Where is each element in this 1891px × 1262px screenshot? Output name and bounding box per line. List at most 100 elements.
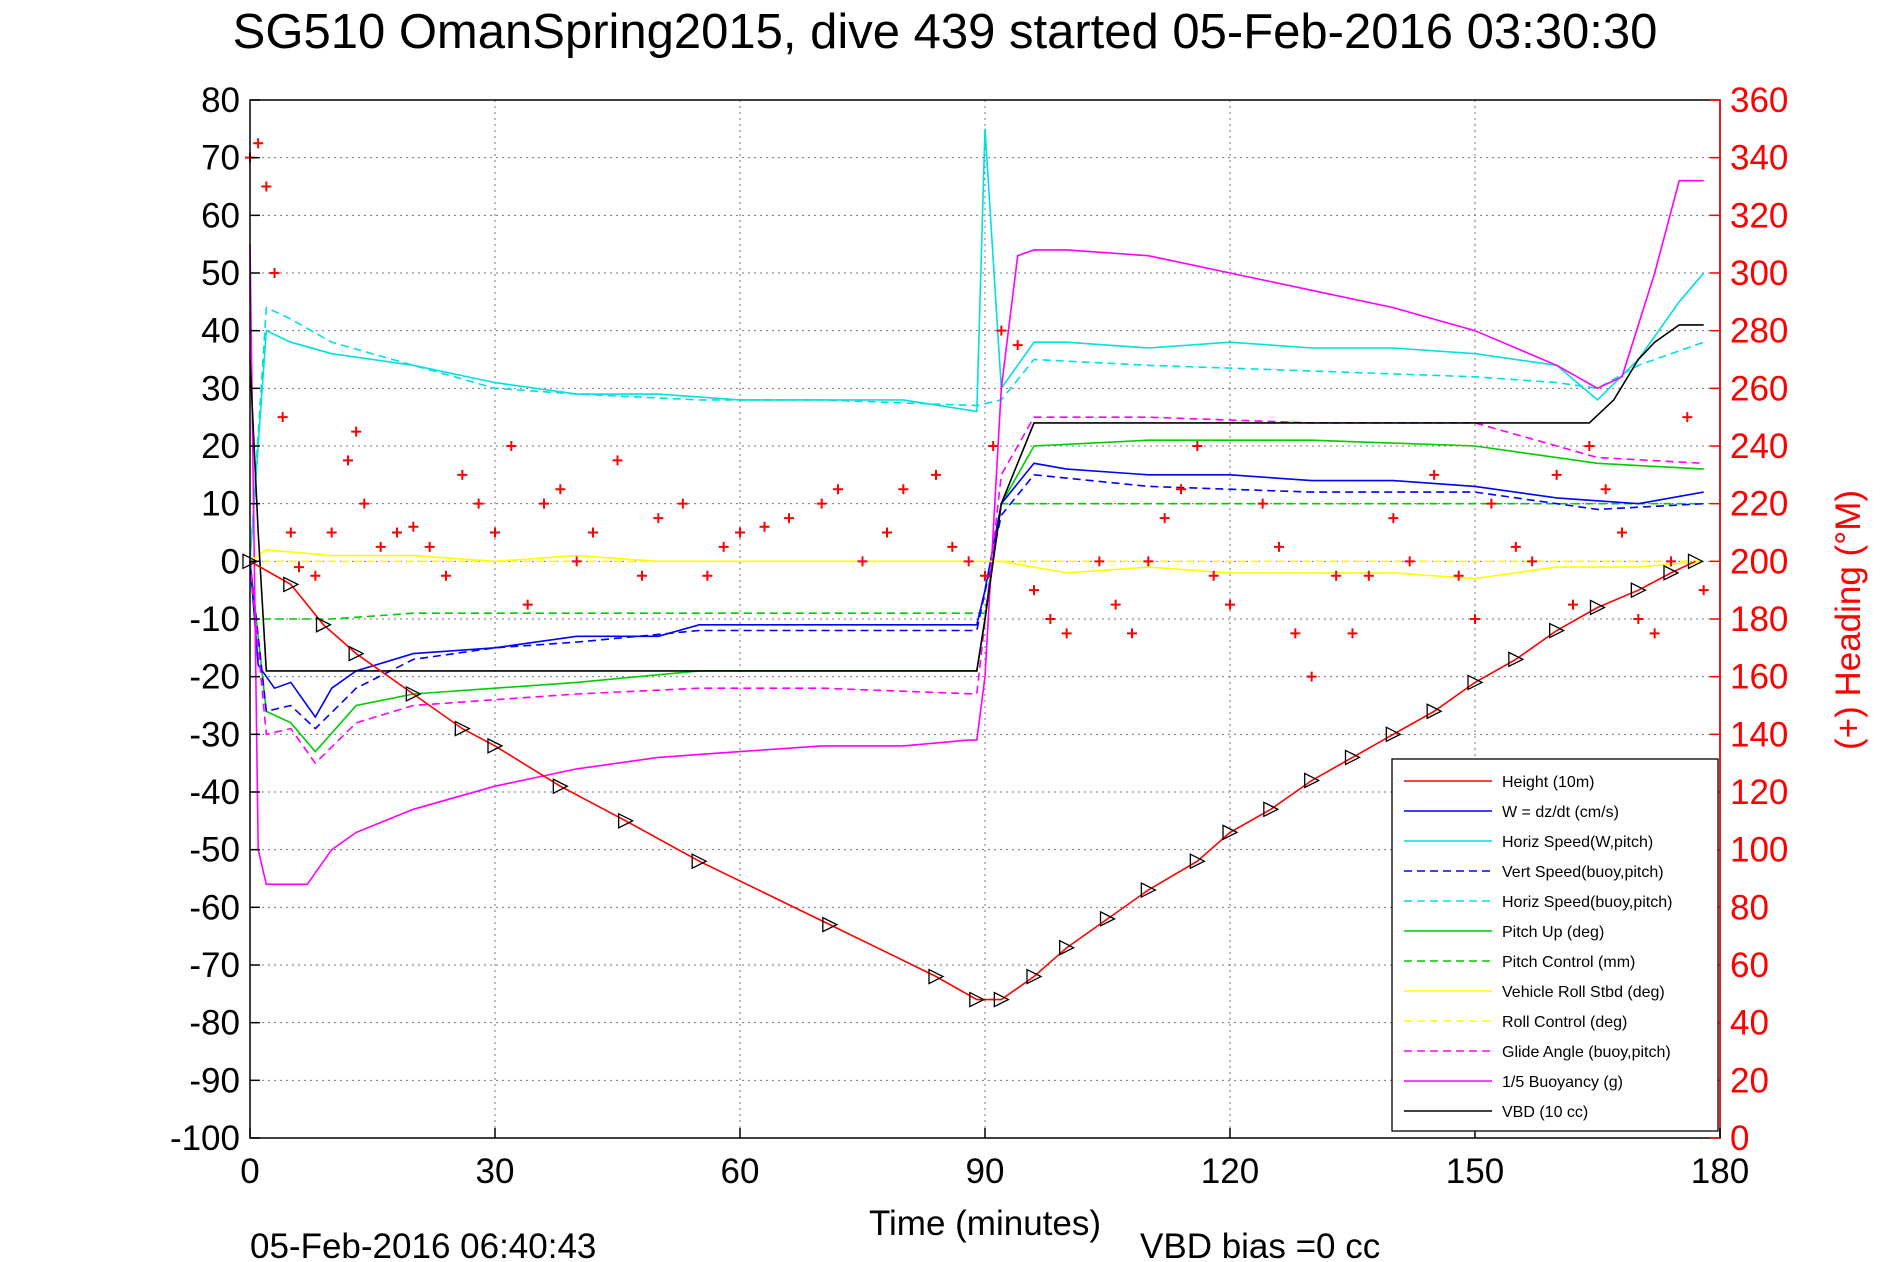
heading-marker	[522, 599, 533, 610]
legend-label: Vert Speed(buoy,pitch)	[1502, 864, 1664, 881]
legend-label: Horiz Speed(buoy,pitch)	[1502, 894, 1672, 911]
series-line	[249, 128, 1705, 562]
heading-marker	[1568, 599, 1578, 610]
heading-marker	[963, 556, 974, 567]
heading-marker	[1649, 628, 1660, 639]
y-tick-label: 10	[201, 485, 240, 524]
depth-marker	[1630, 582, 1647, 599]
heading-marker	[1347, 628, 1358, 639]
y-tick-label: 60	[201, 196, 240, 235]
x-tick-label: 30	[476, 1152, 515, 1191]
legend-label: Roll Control (deg)	[1502, 1014, 1627, 1031]
depth-marker	[552, 778, 569, 795]
y2-tick-label: 320	[1730, 196, 1788, 235]
heading-marker	[612, 455, 623, 466]
heading-marker	[326, 527, 337, 538]
y2-tick-label: 180	[1730, 600, 1788, 639]
heading-marker	[637, 570, 647, 581]
heading-marker	[555, 484, 566, 495]
heading-marker	[457, 469, 468, 480]
heading-marker	[441, 570, 451, 581]
right-y-axis-label: (+) Heading (°M)	[1829, 490, 1868, 750]
heading-marker	[1306, 671, 1317, 682]
heading-marker	[1274, 541, 1284, 552]
series-layer	[242, 128, 1709, 1008]
depth-marker	[1663, 564, 1680, 581]
y-tick-label: -80	[189, 1004, 240, 1043]
y2-tick-label: 80	[1730, 888, 1769, 927]
y2-tick-label: 360	[1730, 81, 1788, 120]
depth-marker	[1099, 910, 1116, 927]
depth-marker	[1508, 651, 1525, 668]
heading-marker	[1698, 585, 1709, 596]
heading-marker	[1110, 599, 1121, 610]
heading-marker	[253, 138, 264, 149]
y-tick-label: -50	[189, 831, 240, 870]
legend-label: VBD (10 cc)	[1502, 1104, 1588, 1121]
legend-label: Vehicle Roll Stbd (deg)	[1502, 984, 1665, 1001]
y-tick-label: 80	[201, 81, 240, 120]
y2-tick-label: 140	[1730, 715, 1788, 754]
y-tick-label: -10	[189, 600, 240, 639]
heading-marker	[1208, 570, 1219, 581]
vbd-bias-footer: VBD bias =0 cc	[1140, 1227, 1380, 1262]
y-tick-label: -90	[189, 1061, 240, 1100]
x-tick-label: 180	[1691, 1152, 1749, 1191]
y-tick-label: 50	[201, 254, 240, 293]
series-line	[249, 416, 1704, 765]
heading-marker	[351, 426, 362, 437]
heading-marker	[1363, 570, 1374, 581]
y2-tick-label: 280	[1730, 312, 1788, 351]
heading-marker	[1429, 469, 1440, 480]
heading-marker	[1159, 513, 1170, 524]
heading-marker	[1486, 498, 1497, 509]
y-tick-label: -40	[189, 773, 240, 812]
depth-marker	[1687, 553, 1704, 570]
series-line	[249, 548, 1704, 580]
x-axis-label: Time (minutes)	[869, 1204, 1101, 1243]
depth-marker	[283, 576, 300, 593]
y-tick-label: -70	[189, 946, 240, 985]
heading-marker	[931, 469, 941, 480]
heading-marker	[375, 541, 386, 552]
heading-marker	[702, 570, 713, 581]
heading-marker	[1527, 556, 1538, 567]
heading-marker	[1510, 541, 1521, 552]
heading-marker	[1453, 570, 1464, 581]
y2-tick-label: 120	[1730, 773, 1788, 812]
heading-marker	[473, 498, 484, 509]
legend-label: Pitch Control (mm)	[1502, 954, 1635, 971]
heading-marker	[1600, 484, 1611, 495]
x-tick-label: 0	[240, 1152, 259, 1191]
legend: Height (10m) W = dz/dt (cm/s) Horiz Speed(…	[1391, 758, 1719, 1132]
y-tick-label: 40	[201, 312, 240, 351]
heading-marker	[833, 484, 843, 495]
depth-marker	[1549, 622, 1566, 639]
right-y-axis: 0 20 40 60 80 100 120 140 160 180 200 220 240 260 280 3…	[1710, 81, 1788, 1158]
depth-marker	[928, 968, 945, 985]
heading-marker	[996, 325, 1007, 336]
heading-marker	[1388, 513, 1399, 524]
y-tick-label: 30	[201, 369, 240, 408]
y-tick-label: -100	[170, 1119, 240, 1158]
depth-marker	[348, 645, 365, 662]
heading-marker	[1584, 441, 1595, 451]
x-tick-label: 90	[966, 1152, 1005, 1191]
heading-marker	[506, 441, 517, 451]
heading-marker	[1127, 628, 1137, 639]
legend-label: W = dz/dt (cm/s)	[1502, 804, 1619, 821]
y-tick-label: 70	[201, 139, 240, 178]
y2-tick-label: 200	[1730, 542, 1788, 581]
y2-tick-label: 60	[1730, 946, 1769, 985]
plot-title: SG510 OmanSpring2015, dive 439 started 0…	[233, 5, 1658, 59]
heading-marker	[1029, 585, 1039, 596]
heading-marker	[784, 513, 794, 524]
y-tick-label: -60	[189, 888, 240, 927]
heading-marker	[1143, 556, 1154, 567]
y2-tick-label: 240	[1730, 427, 1788, 466]
depth-marker	[1467, 674, 1484, 691]
depth-marker	[454, 720, 471, 737]
heading-marker	[947, 541, 958, 552]
y2-tick-label: 160	[1730, 658, 1788, 697]
y2-tick-label: 300	[1730, 254, 1788, 293]
